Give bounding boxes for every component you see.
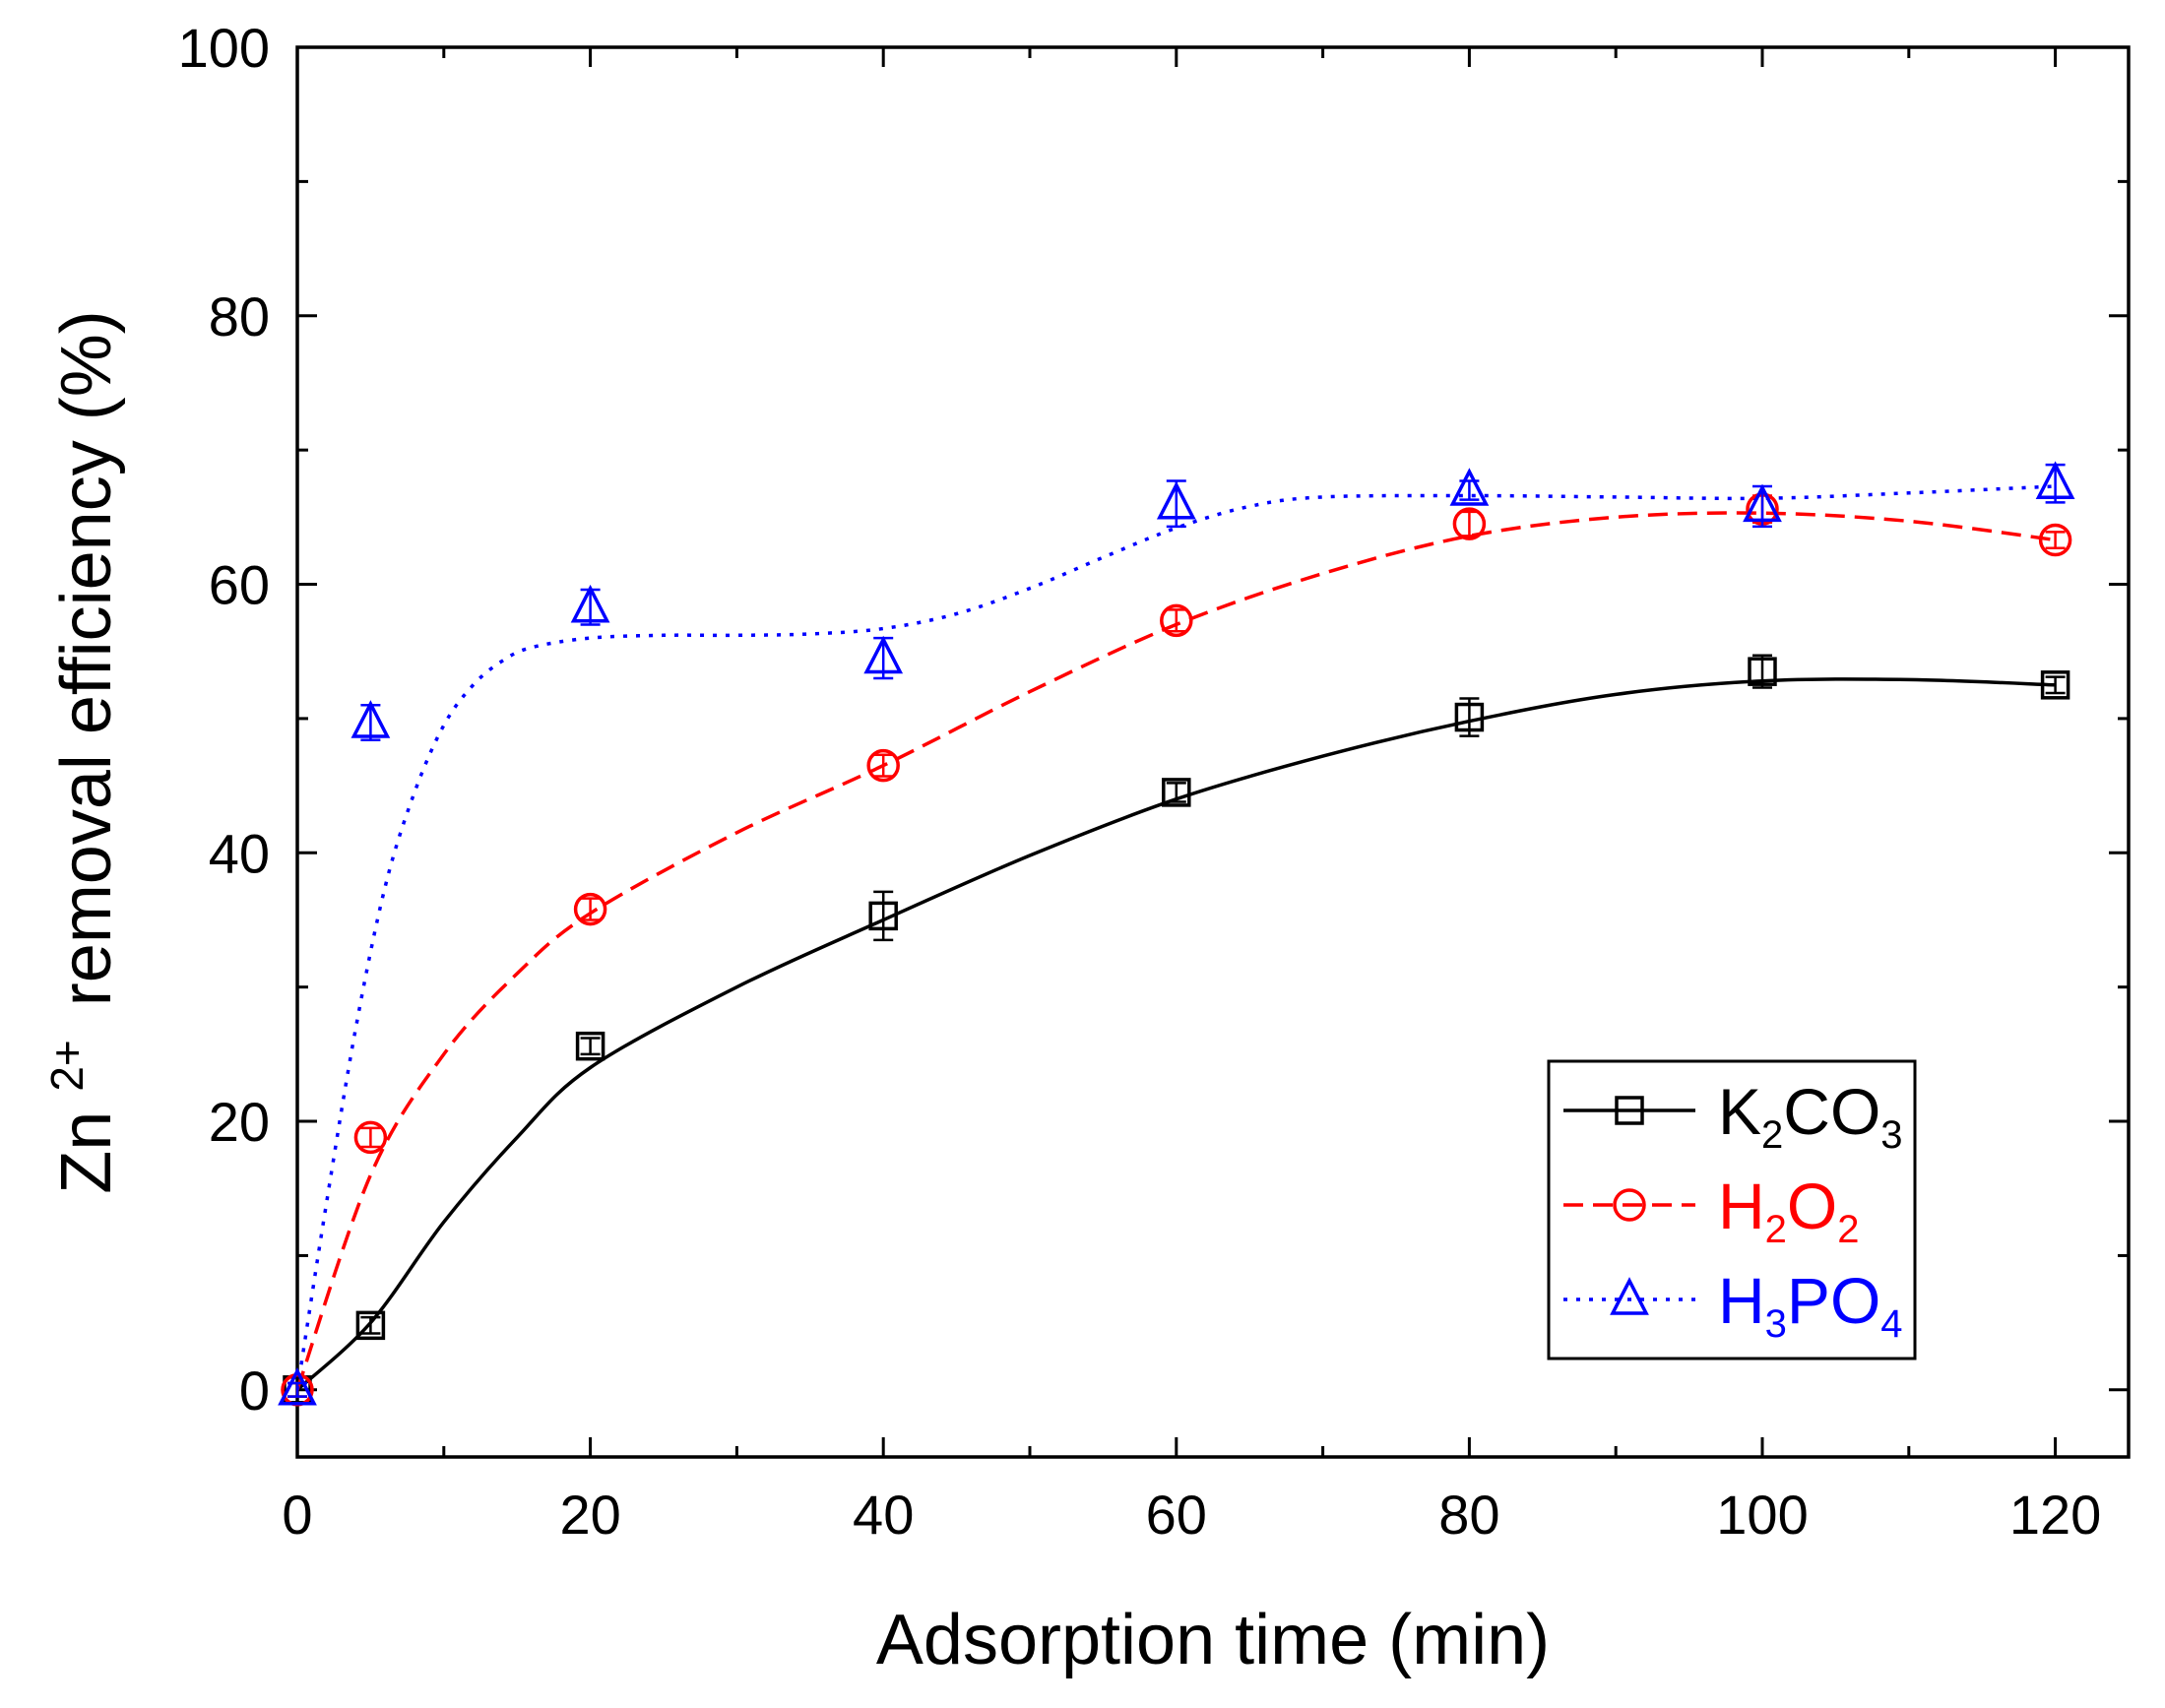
- legend-label-h3po4: H3PO4: [1718, 1264, 1903, 1346]
- legend-label-part: CO: [1783, 1075, 1880, 1148]
- legend-label-part: H: [1718, 1264, 1765, 1337]
- data-point-h3po4: [1449, 468, 1490, 506]
- y-axis-title-ion: Zn: [47, 1111, 126, 1194]
- data-point-k2co3: [355, 1310, 386, 1341]
- x-tick-label: 0: [282, 1484, 312, 1546]
- data-point-h2o2: [866, 748, 900, 783]
- y-axis-title-rest: removal efficiency (%): [47, 310, 126, 1006]
- y-tick-label: 100: [178, 17, 270, 79]
- data-point-k2co3: [868, 901, 898, 931]
- y-tick-label: 60: [209, 554, 270, 616]
- legend-box: [1547, 1059, 1917, 1360]
- data-point-k2co3: [1162, 778, 1191, 807]
- legend-label-part: 3: [1880, 1113, 1902, 1157]
- x-tick-label: 100: [1716, 1484, 1808, 1546]
- data-point-h2o2: [1452, 507, 1487, 540]
- x-tick-label: 60: [1146, 1484, 1207, 1546]
- data-point-h2o2: [1160, 603, 1193, 638]
- legend-label-part: 2: [1761, 1113, 1783, 1157]
- series-k2co3: [283, 654, 2070, 1405]
- legend-label-part: 4: [1880, 1302, 1902, 1346]
- legend-marker-k2co3: [1615, 1096, 1644, 1125]
- legend-label-h2o2: H2O2: [1718, 1170, 1860, 1251]
- data-point-h2o2: [353, 1120, 388, 1155]
- y-axis-title: Zn 2+ removal efficiency (%): [20, 310, 126, 1193]
- data-point-k2co3: [2040, 670, 2070, 700]
- fit-line-k2co3: [295, 677, 2056, 1392]
- data-point-h3po4: [570, 584, 610, 623]
- data-point-k2co3: [575, 1031, 605, 1061]
- x-tick-label: 20: [559, 1484, 620, 1546]
- y-tick-label: 80: [209, 285, 270, 348]
- data-point-k2co3: [1454, 702, 1485, 732]
- data-points: [278, 461, 2075, 1407]
- x-axis-title: Adsorption time (min): [876, 1601, 1550, 1679]
- legend-label-part: 2: [1765, 1208, 1787, 1251]
- legend-label-part: K: [1718, 1075, 1761, 1148]
- legend-marker-h3po4: [1610, 1277, 1649, 1315]
- data-point-h2o2: [573, 892, 607, 926]
- data-point-k2co3: [1748, 657, 1777, 686]
- x-tick-label: 80: [1438, 1484, 1499, 1546]
- fit-line-h2o2: [295, 511, 2056, 1391]
- y-tick-label: 40: [209, 822, 270, 884]
- x-tick-label: 120: [2009, 1484, 2101, 1546]
- data-point-h3po4: [278, 1366, 317, 1406]
- axis-ticks: 0 20 40 60 80 100 120 0 20 40 60 80 100: [178, 17, 2129, 1546]
- y-axis-title-charge: 2+: [41, 1040, 93, 1091]
- data-point-h3po4: [863, 635, 904, 674]
- legend-label-part: H: [1718, 1170, 1765, 1242]
- fit-line-h3po4: [295, 484, 2056, 1391]
- legend-marker-h2o2: [1613, 1188, 1646, 1222]
- data-point-h3po4: [350, 700, 391, 738]
- y-tick-label: 0: [239, 1360, 270, 1422]
- legend-label-part: 2: [1837, 1208, 1859, 1251]
- x-tick-label: 40: [853, 1484, 914, 1546]
- fit-curves: [295, 484, 2056, 1392]
- plot-frame: [295, 45, 2131, 1459]
- data-point-h3po4: [1156, 480, 1196, 520]
- legend-label-part: O: [1787, 1170, 1837, 1242]
- legend-label-k2co3: K2CO3: [1718, 1075, 1903, 1157]
- data-point-h3po4: [1743, 483, 1782, 523]
- data-point-h3po4: [2035, 461, 2075, 499]
- y-tick-label: 20: [209, 1091, 270, 1153]
- series-h3po4: [278, 461, 2075, 1406]
- legend-label-part: PO: [1787, 1264, 1880, 1337]
- data-point-h2o2: [2038, 523, 2072, 557]
- legend-label-part: 3: [1765, 1302, 1787, 1346]
